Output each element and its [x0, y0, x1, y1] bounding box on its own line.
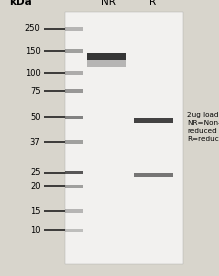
Bar	[65, 89, 83, 93]
Text: 15: 15	[30, 207, 41, 216]
Text: 20: 20	[30, 182, 41, 191]
Bar	[134, 118, 173, 123]
Bar	[87, 60, 126, 67]
Bar	[65, 140, 83, 144]
Text: 10: 10	[30, 226, 41, 235]
Text: 2ug loading
NR=Non-
reduced
R=reduced: 2ug loading NR=Non- reduced R=reduced	[187, 112, 219, 142]
Bar	[65, 209, 83, 213]
Text: 75: 75	[30, 87, 41, 95]
Text: NR: NR	[101, 0, 116, 7]
Text: kDa: kDa	[9, 0, 32, 7]
Bar	[65, 116, 83, 119]
Text: 37: 37	[30, 138, 41, 147]
Bar	[65, 71, 83, 75]
Bar	[65, 171, 83, 174]
Text: 250: 250	[25, 25, 41, 33]
Bar	[65, 12, 183, 264]
Bar	[134, 173, 173, 177]
Text: R: R	[149, 0, 156, 7]
Text: 50: 50	[30, 113, 41, 122]
Bar	[87, 53, 126, 60]
Bar	[65, 185, 83, 188]
Text: 150: 150	[25, 47, 41, 55]
Bar	[65, 229, 83, 232]
Text: 25: 25	[30, 168, 41, 177]
Text: 100: 100	[25, 69, 41, 78]
Bar	[65, 49, 83, 53]
Bar	[65, 27, 83, 31]
